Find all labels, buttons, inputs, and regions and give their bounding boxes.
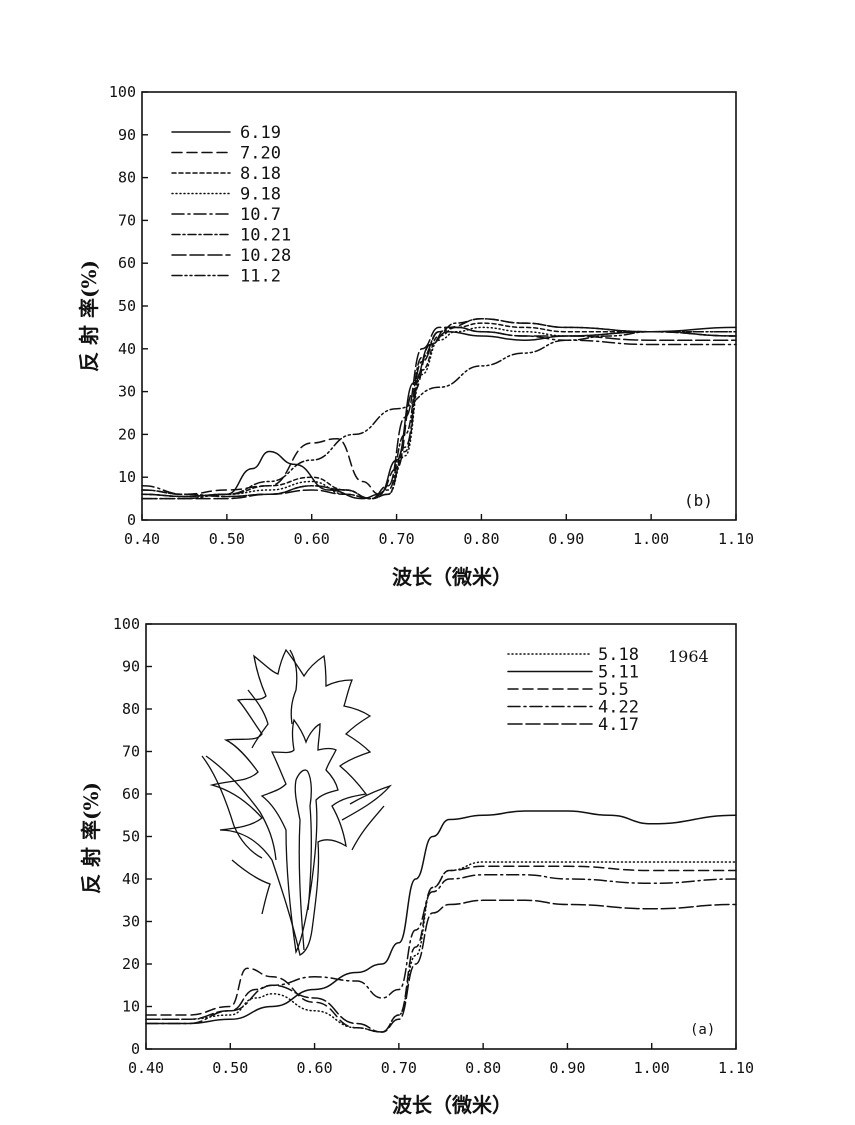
y-axis-b: 0 10 20 30 40 50 60 70 80 90 100: [109, 83, 148, 529]
plot-frame-a: [145, 623, 737, 1050]
panel-label-b: (b): [684, 491, 713, 510]
y-tick-label: 50: [122, 828, 140, 846]
series-line-5-11: [145, 810, 737, 1025]
y-tick-label: 90: [122, 658, 140, 676]
x-tick-label: 0.80: [463, 530, 499, 548]
series-group-b: [141, 318, 737, 500]
series-line-10-7: [141, 326, 737, 500]
y-tick-label: 70: [122, 743, 140, 761]
x-tick-label: 0.40: [124, 530, 160, 548]
plot-frame-b: [141, 91, 737, 521]
x-axis-a: 0.40 0.50 0.60 0.70 0.80 0.90 1.00 1.10: [128, 1043, 754, 1077]
y-tick-label: 90: [118, 126, 136, 144]
series-line-6-19: [141, 326, 737, 500]
y-tick-label: 100: [109, 83, 136, 101]
y-tick-label: 0: [131, 1040, 140, 1058]
x-tick-label: 0.40: [128, 1059, 164, 1077]
x-axis-title-a: 波长（微米）: [392, 1093, 512, 1117]
y-tick-label: 20: [118, 425, 136, 443]
x-tick-label: 0.60: [294, 530, 330, 548]
x-tick-label: 0.60: [297, 1059, 333, 1077]
series-line-5-5: [145, 865, 737, 1033]
x-tick-label: 0.90: [548, 530, 584, 548]
x-tick-label: 0.80: [465, 1059, 501, 1077]
y-tick-label: 60: [118, 254, 136, 272]
y-axis-title-a: 反 射 率(%): [79, 782, 103, 894]
series-line-8-18: [141, 322, 737, 500]
y-tick-label: 80: [118, 169, 136, 187]
legend-label: 10.7: [240, 205, 281, 225]
legend-label: 9.18: [240, 185, 281, 205]
legend-label: 4.17: [598, 715, 639, 735]
legend-label: 10.28: [240, 246, 291, 266]
legend-label: 5.11: [598, 663, 639, 683]
series-line-7-20: [141, 318, 737, 496]
series-line-9-18: [141, 326, 737, 500]
y-tick-label: 60: [122, 785, 140, 803]
legend-label: 8.18: [240, 164, 281, 184]
series-line-4-22: [145, 874, 737, 1025]
year-annotation: 1964: [668, 647, 709, 666]
legend-label: 7.20: [240, 144, 281, 164]
y-tick-label: 50: [118, 297, 136, 315]
x-tick-label: 0.50: [209, 530, 245, 548]
legend-label: 11.2: [240, 267, 281, 287]
series-line-10-21: [141, 318, 737, 500]
x-tick-label: 0.70: [379, 530, 415, 548]
legend-label: 10.21: [240, 226, 291, 246]
x-tick-label: 0.70: [381, 1059, 417, 1077]
x-axis-b: 0.40 0.50 0.60 0.70 0.80 0.90 1.00 1.10: [124, 514, 754, 548]
y-tick-label: 100: [113, 615, 140, 633]
x-tick-label: 0.90: [549, 1059, 585, 1077]
x-tick-label: 0.50: [212, 1059, 248, 1077]
y-tick-label: 10: [118, 468, 136, 486]
y-tick-label: 40: [118, 340, 136, 358]
leaf-illustration: [201, 648, 393, 956]
series-line-10-28: [141, 326, 737, 500]
x-tick-label: 1.10: [718, 530, 754, 548]
legend-label: 4.22: [598, 698, 639, 718]
x-tick-label: 1.00: [634, 1059, 670, 1077]
legend-label: 5.5: [598, 680, 629, 700]
legend-label: 5.18: [598, 645, 639, 665]
y-tick-label: 30: [122, 913, 140, 931]
y-axis-title-b: 反 射 率(%): [77, 260, 101, 372]
x-axis-title-b: 波长（微米）: [392, 565, 512, 589]
y-tick-label: 0: [127, 511, 136, 529]
panel-label-a: (a): [690, 1022, 715, 1038]
x-tick-label: 1.00: [633, 530, 669, 548]
y-tick-label: 30: [118, 383, 136, 401]
y-axis-a: 0 10 20 30 40 50 60 70 80 90 100: [113, 615, 152, 1058]
y-tick-label: 80: [122, 700, 140, 718]
series-line-4-17: [145, 899, 737, 1033]
legend-a: 5.185.115.54.224.17: [507, 645, 639, 735]
y-tick-label: 20: [122, 955, 140, 973]
y-tick-label: 40: [122, 870, 140, 888]
x-tick-label: 1.10: [718, 1059, 754, 1077]
series-group-a: [145, 810, 737, 1033]
y-tick-label: 10: [122, 998, 140, 1016]
y-tick-label: 70: [118, 211, 136, 229]
legend-label: 6.19: [240, 123, 281, 143]
series-line-11-2: [141, 330, 737, 500]
series-line-5-18: [145, 861, 737, 1033]
